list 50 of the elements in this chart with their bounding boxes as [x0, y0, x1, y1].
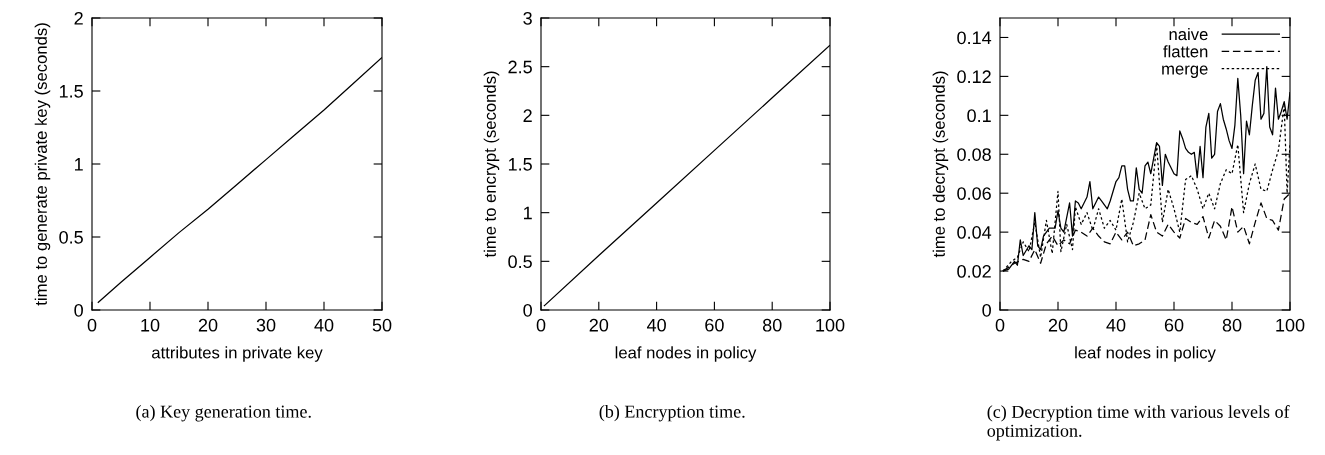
y-axis-title: time to decrypt (seconds) — [932, 71, 949, 258]
y-tick-label: 0.14 — [957, 31, 992, 45]
x-axis-title: attributes in private key — [152, 346, 323, 362]
x-tick-label: 20 — [198, 318, 218, 332]
y-tick-label: 1.5 — [59, 85, 83, 98]
x-tick-label: 100 — [816, 318, 845, 332]
y-tick-label: 0.02 — [957, 265, 991, 278]
y-tick-label: 0.1 — [967, 109, 991, 123]
text: (c) Decryption time with various levels of optimization. — [987, 405, 1290, 441]
x-tick-label: 0 — [87, 318, 97, 332]
y-tick-label: 0.04 — [957, 226, 992, 239]
y-tick-label: 0.08 — [957, 148, 991, 161]
x-tick-label: 0 — [536, 318, 546, 332]
y-axis-title: time to encrypt (seconds) — [483, 71, 500, 258]
x-tick-label: 40 — [646, 318, 666, 332]
x-tick-label: 40 — [1106, 318, 1126, 332]
x-tick-label: 0 — [995, 318, 1005, 332]
y-tick-label: 0 — [74, 303, 83, 317]
legend-label: flatten — [1163, 45, 1208, 58]
y-tick-label: 0 — [982, 303, 991, 317]
y-tick-label: 0 — [523, 303, 532, 317]
y-tick-label: 3 — [523, 11, 532, 25]
x-tick-label: 10 — [141, 318, 160, 332]
x-axis-title: leaf nodes in policy — [1075, 346, 1216, 362]
y-tick-label: 0.5 — [59, 230, 83, 244]
x-axis-title: leaf nodes in policy — [615, 346, 757, 362]
y-tick-label: 0.12 — [957, 70, 991, 84]
text: (b) Encryption time. — [599, 405, 745, 422]
y-axis-title: time to generate private key (seconds) — [34, 23, 51, 306]
y-tick-label: 0.5 — [508, 255, 532, 269]
x-tick-label: 50 — [372, 318, 392, 332]
x-tick-label: 20 — [589, 318, 609, 332]
x-tick-label: 80 — [762, 318, 782, 332]
y-tick-label: 2 — [523, 109, 532, 122]
y-tick-label: 1 — [75, 158, 83, 171]
y-tick-label: 2 — [74, 11, 83, 25]
x-tick-label: 60 — [705, 318, 724, 332]
x-tick-label: 20 — [1048, 318, 1068, 332]
x-tick-label: 40 — [314, 318, 334, 332]
legend-label: merge — [1162, 65, 1208, 78]
y-tick-label: 0.06 — [957, 187, 991, 200]
y-tick-label: 2.5 — [508, 60, 532, 74]
y-tick-label: 1 — [524, 206, 532, 220]
x-tick-label: 80 — [1222, 318, 1242, 332]
legend-label: naive — [1169, 28, 1208, 41]
x-tick-label: 30 — [256, 318, 276, 332]
text: (a) Key generation time. — [136, 405, 311, 422]
x-tick-label: 100 — [1276, 318, 1305, 332]
y-tick-label: 1.5 — [508, 158, 532, 171]
x-tick-label: 60 — [1164, 318, 1184, 332]
